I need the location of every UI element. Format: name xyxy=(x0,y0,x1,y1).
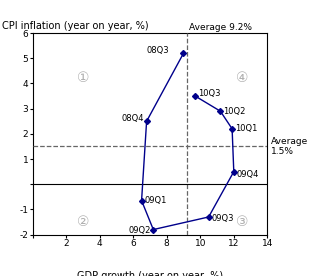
Text: GDP growth (year on year, %): GDP growth (year on year, %) xyxy=(77,271,223,276)
Text: ②: ② xyxy=(77,215,89,229)
Text: Average 9.2%: Average 9.2% xyxy=(188,23,252,32)
Text: 10Q1: 10Q1 xyxy=(235,124,257,133)
Text: 08Q3: 08Q3 xyxy=(147,46,169,55)
Text: ④: ④ xyxy=(236,71,248,86)
Text: 09Q3: 09Q3 xyxy=(211,214,234,223)
Text: 10Q2: 10Q2 xyxy=(223,107,245,116)
Text: 09Q1: 09Q1 xyxy=(144,196,167,205)
Text: 09Q2: 09Q2 xyxy=(128,226,151,235)
Text: CPI inflation (year on year, %): CPI inflation (year on year, %) xyxy=(2,21,149,31)
Text: 08Q4: 08Q4 xyxy=(122,114,144,123)
Text: ③: ③ xyxy=(236,215,248,229)
Text: ①: ① xyxy=(77,71,89,86)
Text: 10Q3: 10Q3 xyxy=(198,89,220,98)
Text: Average
1.5%: Average 1.5% xyxy=(271,137,308,156)
Text: 09Q4: 09Q4 xyxy=(236,170,259,179)
